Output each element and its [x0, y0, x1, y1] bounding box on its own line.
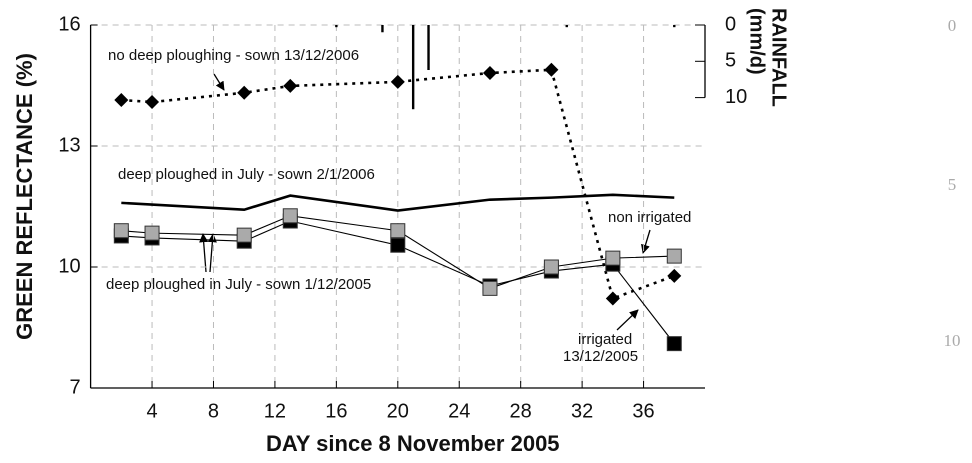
annotation: deep ploughed in July - sown 2/1/2006	[118, 166, 375, 183]
diamond-marker	[605, 291, 620, 306]
side-label: 0	[948, 16, 957, 35]
diamond-marker	[667, 268, 682, 283]
square-marker	[666, 248, 682, 264]
y2-tick-label: 5	[725, 50, 736, 72]
square-marker	[482, 280, 498, 296]
side-label: 5	[948, 175, 957, 194]
y2-axis-title: RAINFALL	[768, 8, 790, 107]
x-tick-label: 8	[208, 400, 219, 422]
x-tick-label: 16	[325, 400, 347, 422]
diamond-marker	[390, 74, 405, 89]
y-tick-label: 13	[58, 134, 80, 156]
x-tick-label: 28	[510, 400, 532, 422]
x-tick-label: 32	[571, 400, 593, 422]
annotation: irrigated	[578, 331, 632, 348]
y2-tick-label: 0	[725, 13, 736, 35]
square-marker	[113, 223, 129, 239]
rainfall-bar	[381, 25, 384, 33]
diamond-marker	[283, 78, 298, 93]
square-marker	[390, 237, 406, 253]
diamond-marker	[114, 93, 129, 108]
annotation: deep ploughed in July - sown 1/12/2005	[106, 276, 371, 293]
y-tick-label: 10	[58, 255, 80, 277]
x-tick-label: 4	[146, 400, 157, 422]
square-marker	[666, 336, 682, 352]
x-tick-label: 20	[387, 400, 409, 422]
annotation: no deep ploughing - sown 13/12/2006	[108, 47, 359, 64]
annotation: 13/12/2005	[563, 348, 638, 365]
rainfall-bar	[673, 25, 676, 28]
y2-axis-title: (mm/d)	[746, 8, 768, 75]
x-tick-label: 24	[448, 400, 470, 422]
rainfall-bar	[335, 25, 338, 28]
series-line	[121, 193, 675, 212]
square-marker	[236, 227, 252, 243]
square-marker	[543, 259, 559, 275]
diamond-marker	[482, 65, 497, 80]
y-tick-label: 7	[69, 376, 80, 398]
annotation: non irrigated	[608, 209, 691, 226]
annotation-arrows	[199, 73, 651, 331]
x-tick-label: 36	[632, 400, 654, 422]
diamond-marker	[237, 85, 252, 100]
side-label: 10	[944, 331, 961, 350]
y-axis-title: GREEN REFLECTANCE (%)	[12, 53, 37, 340]
x-tick-label: 12	[264, 400, 286, 422]
square-marker	[282, 208, 298, 224]
diamond-marker	[145, 95, 160, 110]
y-tick-label: 16	[58, 13, 80, 35]
square-marker	[390, 223, 406, 239]
diamond-marker	[544, 62, 559, 77]
y2-tick-label: 10	[725, 86, 747, 108]
rainfall-bar	[427, 25, 430, 71]
rainfall-bar	[565, 25, 568, 28]
square-marker	[144, 225, 160, 241]
x-axis-title: DAY since 8 November 2005	[266, 431, 560, 456]
square-marker	[605, 250, 621, 266]
rainfall-bar	[411, 25, 415, 110]
